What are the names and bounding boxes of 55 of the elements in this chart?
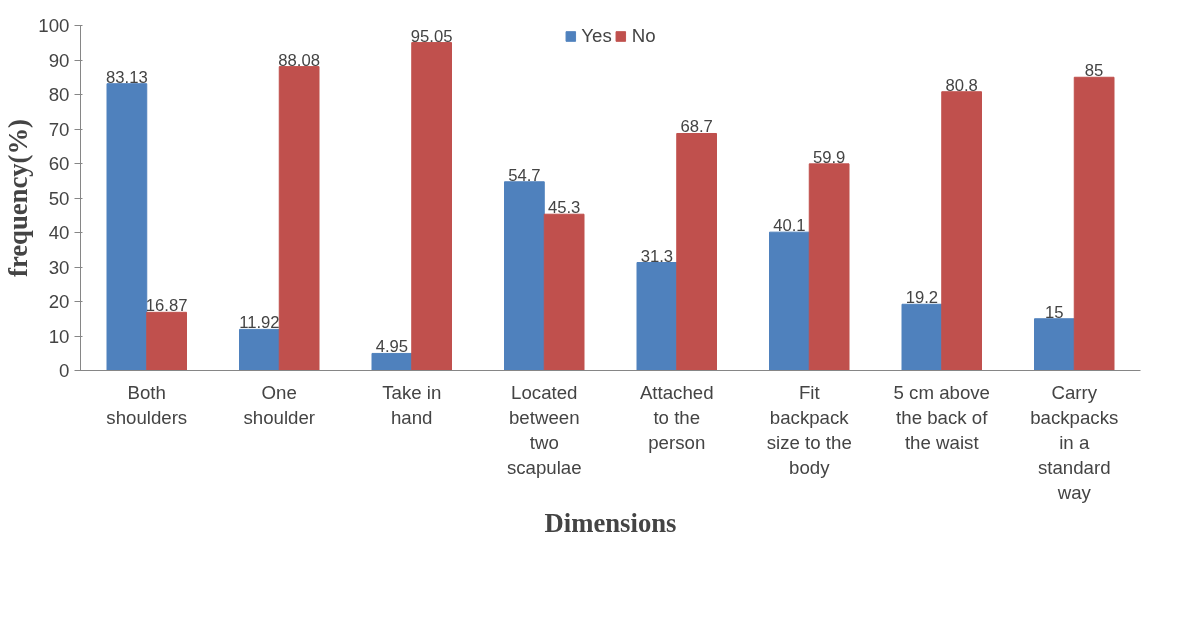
- y-tick-label: 100: [38, 15, 70, 36]
- data-label: 85: [1084, 61, 1104, 81]
- legend-label: No: [631, 25, 656, 47]
- bar: [901, 303, 943, 371]
- y-tick-label: 80: [48, 84, 70, 105]
- bar: [769, 231, 810, 371]
- y-axis-title: frequency(%): [3, 119, 34, 277]
- x-tick-label: Both shoulders: [106, 381, 188, 428]
- y-tick-label: 70: [48, 118, 70, 140]
- y-tick-label: 60: [48, 153, 70, 174]
- bar: [371, 352, 413, 371]
- y-tick-label: 10: [48, 325, 70, 347]
- data-label: 4.95: [375, 337, 409, 357]
- x-tick-label: Fit backpack size to the body: [766, 381, 852, 479]
- bar: [106, 83, 148, 371]
- bar: [543, 213, 585, 371]
- data-label: 31.3: [640, 246, 674, 266]
- data-label: 68.7: [680, 117, 713, 137]
- data-label: 80.8: [945, 75, 978, 95]
- y-tick-label: 90: [48, 49, 70, 71]
- y-tick-label: 40: [48, 222, 70, 243]
- bar: [504, 181, 545, 371]
- bar: [1073, 76, 1115, 371]
- x-tick-label: Take in hand: [382, 381, 442, 428]
- data-label: 16.87: [145, 296, 188, 316]
- bar: [808, 163, 850, 371]
- x-tick-label: 5 cm above the back of the waist: [893, 381, 990, 453]
- bar: [411, 42, 452, 371]
- bar: [146, 311, 187, 371]
- data-label: 40.1: [773, 216, 806, 236]
- x-tick-label: One shoulder: [243, 381, 316, 428]
- y-tick-label: 0: [59, 360, 70, 381]
- bar: [676, 132, 717, 371]
- bar: [1034, 318, 1075, 371]
- data-label: 59.9: [812, 147, 846, 167]
- data-label: 19.2: [905, 288, 939, 308]
- x-tick-label: Located between two scapulae: [506, 381, 582, 479]
- y-tick-label: 30: [48, 256, 70, 278]
- data-label: 11.92: [239, 313, 280, 333]
- data-label: 83.13: [106, 67, 148, 87]
- data-label: 95.05: [410, 26, 453, 46]
- data-label: 88.08: [278, 50, 320, 70]
- x-tick-label: Attached to the person: [639, 381, 714, 453]
- x-tick-label: Carry backpacks in a standard way: [1030, 381, 1119, 504]
- bar: [941, 91, 982, 371]
- x-axis-title: Dimensions: [544, 508, 677, 539]
- y-tick-label: 50: [48, 187, 70, 209]
- bar: [636, 262, 678, 371]
- data-label: 45.3: [547, 198, 581, 218]
- data-label: 15: [1045, 302, 1064, 322]
- data-label: 54.7: [508, 165, 541, 185]
- bar: [278, 66, 320, 371]
- y-tick-label: 20: [48, 291, 70, 312]
- legend-label: Yes: [581, 25, 612, 47]
- bar: [239, 328, 280, 371]
